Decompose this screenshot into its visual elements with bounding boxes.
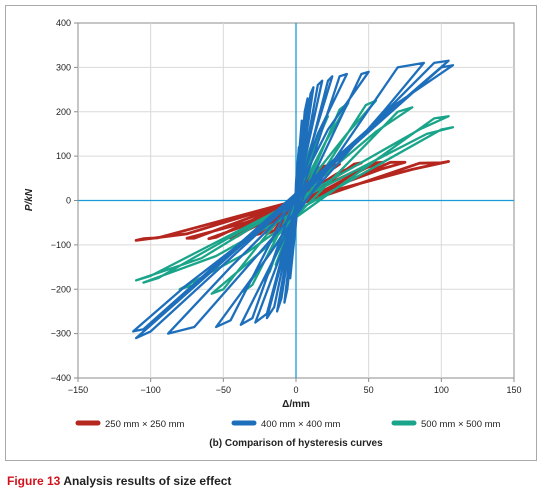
legend: 250 mm × 250 mm 400 mm × 400 mm 500 mm × 5… xyxy=(75,419,501,430)
x-axis-label: Δ/mm xyxy=(282,399,310,410)
x-tick-label: 150 xyxy=(506,385,521,395)
y-tick-label: −200 xyxy=(51,284,71,294)
x-tick-label: −50 xyxy=(216,385,231,395)
y-axis-label: P/kN xyxy=(24,188,35,211)
x-tick-label: −100 xyxy=(141,385,161,395)
x-tick-labels: −150 −100 −50 0 50 100 150 xyxy=(68,378,522,395)
legend-label: 400 mm × 400 mm xyxy=(261,419,341,430)
y-tick-label: 300 xyxy=(56,62,71,72)
figure-caption: Figure 13 Analysis results of size effect xyxy=(7,474,231,488)
y-tick-label: 200 xyxy=(56,107,71,117)
legend-label: 500 mm × 500 mm xyxy=(421,419,501,430)
x-tick-label: −150 xyxy=(68,385,88,395)
y-tick-label: 0 xyxy=(66,196,71,206)
series-group xyxy=(132,59,455,340)
y-tick-label: −400 xyxy=(51,373,71,383)
legend-label: 250 mm × 250 mm xyxy=(105,419,185,430)
series-line-2 xyxy=(132,59,455,340)
chart-frame: −150 −100 −50 0 50 100 150 400 300 200 100 0 −100 −2… xyxy=(5,5,537,461)
figure-label: Figure 13 xyxy=(7,474,61,488)
x-tick-label: 0 xyxy=(293,385,298,395)
y-tick-label: −100 xyxy=(51,240,71,250)
y-tick-label: 400 xyxy=(56,18,71,28)
y-tick-label: −300 xyxy=(51,329,71,339)
y-tick-labels: 400 300 200 100 0 −100 −200 −300 −400 xyxy=(51,18,78,383)
figure-caption-text: Analysis results of size effect xyxy=(63,474,232,488)
hysteresis-chart: −150 −100 −50 0 50 100 150 400 300 200 100 0 −100 −2… xyxy=(24,18,522,449)
chart-subtitle: (b) Comparison of hysteresis curves xyxy=(209,438,383,449)
x-tick-label: 100 xyxy=(434,385,449,395)
x-tick-label: 50 xyxy=(364,385,374,395)
y-tick-label: 100 xyxy=(56,151,71,161)
